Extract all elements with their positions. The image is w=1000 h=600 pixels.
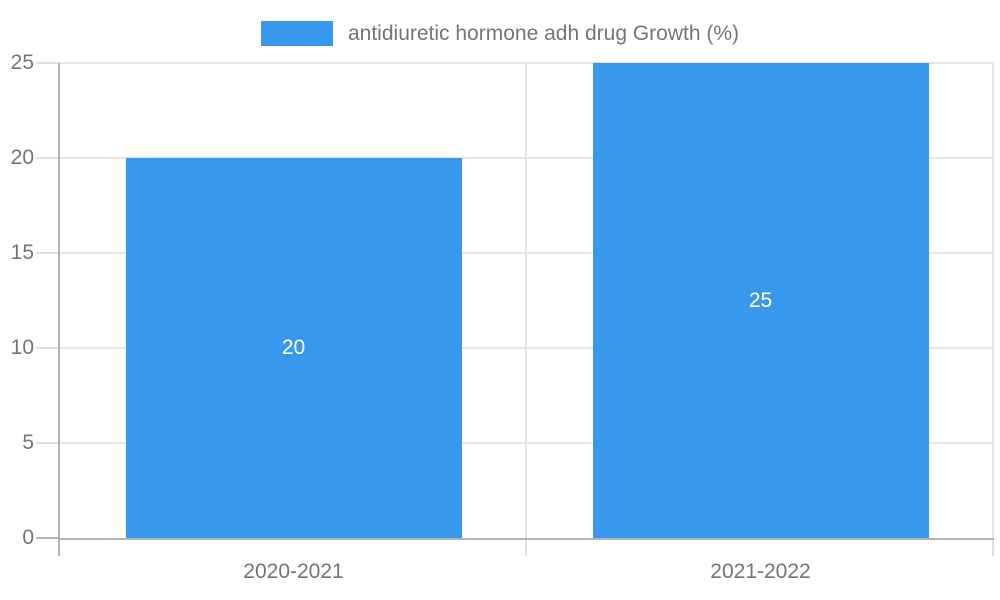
x-axis-label-2021-2022: 2021-2022 bbox=[710, 560, 811, 583]
gridline-10 bbox=[60, 347, 994, 349]
bar-2021-2022[interactable]: 25 bbox=[592, 63, 929, 538]
x-axis-baseline bbox=[60, 538, 994, 540]
y-axis-tick-20 bbox=[36, 157, 60, 159]
bar-2020-2021[interactable]: 20 bbox=[125, 158, 462, 538]
y-axis-tick-0 bbox=[36, 537, 60, 539]
gridline-15 bbox=[60, 252, 994, 254]
y-axis-line bbox=[58, 63, 60, 538]
category-separator bbox=[992, 63, 994, 538]
bar-value-label: 25 bbox=[748, 288, 773, 312]
y-axis-label-5: 5 bbox=[22, 431, 34, 454]
x-axis-tick bbox=[992, 538, 994, 556]
x-axis-label-2020-2021: 2020-2021 bbox=[243, 560, 344, 583]
y-axis-label-25: 25 bbox=[10, 51, 34, 74]
x-axis-tick bbox=[525, 538, 527, 556]
y-axis-tick-10 bbox=[36, 347, 60, 349]
legend: antidiuretic hormone adh drug Growth (%) bbox=[0, 21, 1000, 46]
x-axis-tick bbox=[58, 538, 60, 556]
y-axis-label-10: 10 bbox=[10, 336, 34, 359]
category-separator bbox=[525, 63, 527, 538]
legend-swatch bbox=[260, 21, 333, 46]
y-axis-label-20: 20 bbox=[10, 146, 34, 169]
gridline-20 bbox=[60, 157, 994, 159]
gridline-5 bbox=[60, 442, 994, 444]
bar-value-label: 20 bbox=[281, 336, 306, 359]
y-axis-label-0: 0 bbox=[22, 526, 34, 549]
y-axis-tick-5 bbox=[36, 442, 60, 444]
y-axis-tick-25 bbox=[36, 62, 60, 64]
legend-label: antidiuretic hormone adh drug Growth (%) bbox=[347, 21, 740, 45]
gridline-25 bbox=[60, 62, 994, 64]
y-axis-label-15: 15 bbox=[10, 241, 34, 264]
y-axis-tick-15 bbox=[36, 252, 60, 254]
